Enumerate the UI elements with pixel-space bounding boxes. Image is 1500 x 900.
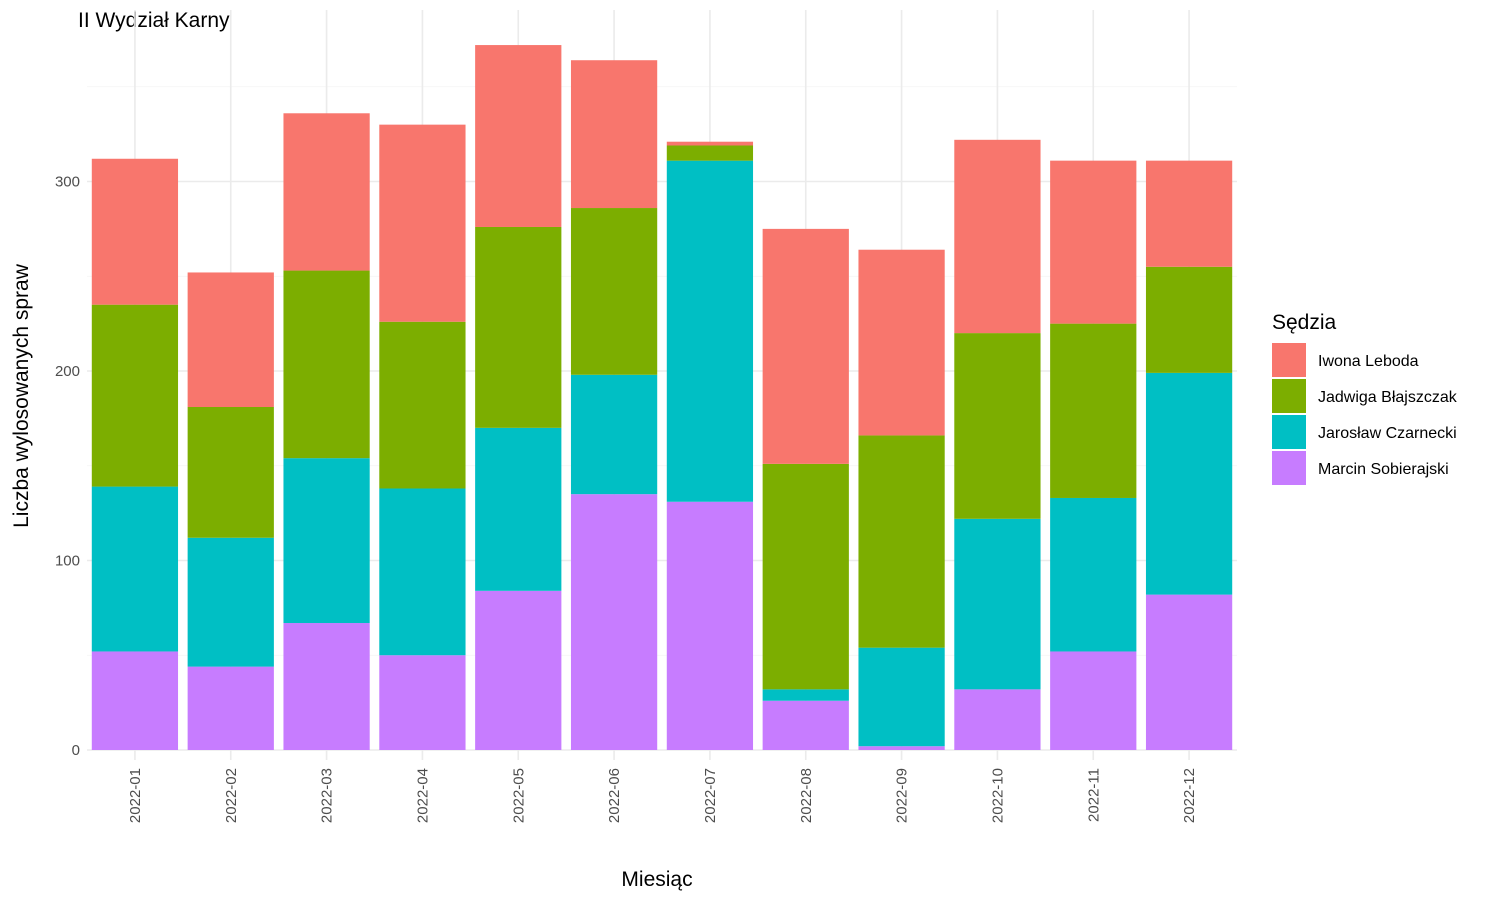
legend-swatch [1272,343,1306,377]
bar-segment [187,407,274,538]
bar-segment [666,145,754,161]
x-tick-label: 2022-03 [319,768,336,823]
x-tick-label: 2022-06 [606,768,623,823]
bar-segment [1050,497,1137,652]
x-tick-label: 2022-02 [223,768,240,823]
legend-label: Marcin Sobierajski [1318,461,1449,478]
bar-segment [666,141,754,146]
bar-segment [954,518,1041,690]
bar-segment [379,321,466,489]
x-axis-ticks: 2022-01 2022-02 2022-03 2022-04 2022-05 2022-… [127,768,1198,823]
legend-label: Iwona Leboda [1318,353,1419,370]
legend-title: Sędzia [1272,311,1337,334]
bar-segment [379,655,466,750]
x-tick-label: 2022-07 [702,768,719,823]
x-tick-label: 2022-04 [414,768,431,823]
bar-segment [91,651,179,750]
y-axis-title: Liczba wylosowanych spraw [10,263,33,528]
bar-segment [1050,323,1137,498]
bar-segment [858,249,945,436]
bar-segment [187,272,274,408]
legend-label: Jarosław Czarnecki [1318,425,1457,442]
x-tick-label: 2022-05 [510,768,527,823]
bar-segment [379,488,466,656]
x-tick-label: 2022-12 [1181,768,1198,823]
y-tick-label: 0 [72,742,80,759]
x-tick-label: 2022-11 [1085,768,1102,822]
legend-swatch [1272,415,1306,449]
bar-segment [1050,651,1137,750]
bar-segment [475,226,562,428]
legend-swatch [1272,451,1306,485]
chart-title: II Wydział Karny [78,9,230,32]
bar-segment [570,494,658,750]
y-axis-ticks: 0 100 200 300 [55,174,80,760]
bar-segment [475,45,562,227]
bar-segment [954,689,1041,750]
x-axis-title: Miesiąc [621,868,692,891]
legend: Sędzia Iwona Leboda Jadwiga Błajszczak Jar… [1272,311,1458,485]
bar-segment [379,124,466,322]
bar-segment [1145,594,1233,750]
bar-segment [666,501,754,750]
bar-segment [858,746,945,750]
bar-segment [1145,372,1233,595]
bar-segment [1145,160,1233,267]
bar-segment [570,374,658,495]
bar-segment [762,228,849,464]
bar-segment [954,139,1041,334]
bar-segment [283,458,370,624]
bar-segment [283,270,370,459]
bar-segment [858,435,945,648]
x-tick-label: 2022-08 [798,768,815,823]
bar-segment [475,590,562,750]
bar-segment [91,486,179,652]
bar-segment [762,689,849,701]
bar-segment [187,666,274,750]
bar-segment [187,537,274,667]
bar-segment [475,427,562,591]
legend-label: Jadwiga Błajszczak [1318,389,1458,406]
bar-segment [91,304,179,487]
bar-segment [91,158,179,305]
bar-segment [954,333,1041,519]
y-tick-label: 300 [55,174,80,191]
bar-segment [1050,160,1137,324]
x-tick-label: 2022-09 [894,768,911,823]
bar-segment [1145,266,1233,373]
x-tick-label: 2022-10 [989,768,1006,823]
bar-segment [666,160,754,502]
bar-segment [570,60,658,209]
y-tick-label: 100 [55,553,80,570]
y-tick-label: 200 [55,363,80,380]
bar-segment [283,113,370,271]
bar-segment [762,700,849,750]
legend-swatch [1272,379,1306,413]
bar-segment [762,463,849,690]
bar-segment [570,208,658,375]
bars [91,45,1233,750]
bar-segment [283,623,370,750]
x-tick-label: 2022-01 [127,768,144,823]
bar-segment [858,647,945,747]
